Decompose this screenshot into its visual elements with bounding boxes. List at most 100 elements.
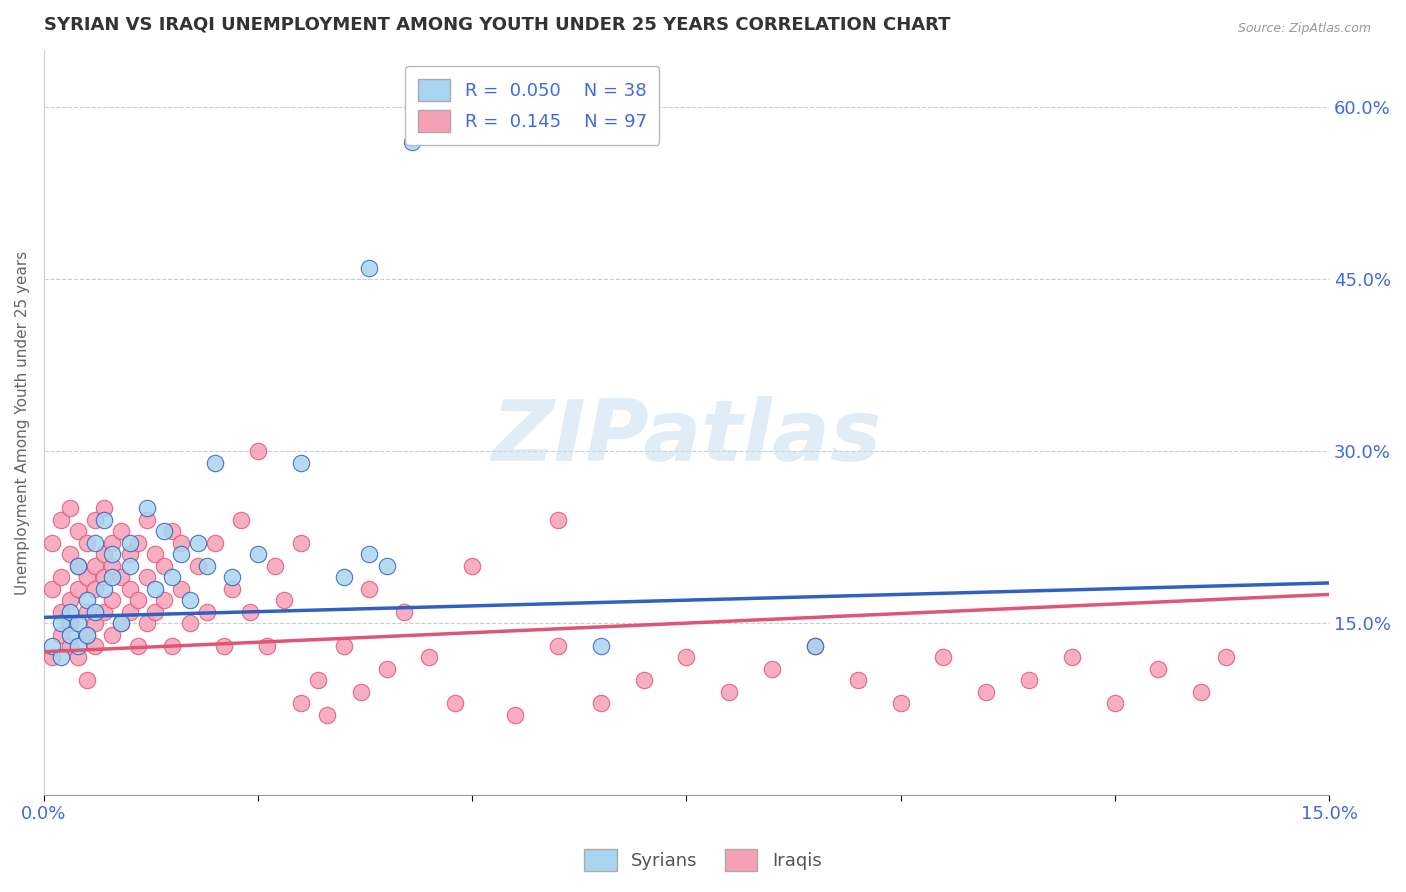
- Point: [976, 685, 998, 699]
- Point: [633, 673, 655, 688]
- Point: [179, 593, 201, 607]
- Point: [153, 524, 176, 539]
- Point: [315, 707, 337, 722]
- Point: [1018, 673, 1040, 688]
- Point: [101, 593, 124, 607]
- Point: [143, 547, 166, 561]
- Point: [1104, 697, 1126, 711]
- Point: [84, 582, 107, 596]
- Text: Source: ZipAtlas.com: Source: ZipAtlas.com: [1237, 22, 1371, 36]
- Point: [135, 513, 157, 527]
- Point: [118, 536, 141, 550]
- Point: [503, 707, 526, 722]
- Point: [846, 673, 869, 688]
- Point: [332, 639, 354, 653]
- Point: [135, 616, 157, 631]
- Point: [135, 570, 157, 584]
- Point: [350, 685, 373, 699]
- Point: [290, 456, 312, 470]
- Point: [238, 605, 260, 619]
- Point: [675, 650, 697, 665]
- Point: [1189, 685, 1212, 699]
- Point: [135, 501, 157, 516]
- Point: [195, 558, 218, 573]
- Y-axis label: Unemployment Among Youth under 25 years: Unemployment Among Youth under 25 years: [15, 251, 30, 595]
- Point: [67, 639, 90, 653]
- Point: [212, 639, 235, 653]
- Point: [162, 524, 184, 539]
- Point: [76, 627, 98, 641]
- Point: [41, 536, 63, 550]
- Point: [221, 570, 243, 584]
- Point: [170, 582, 193, 596]
- Point: [84, 605, 107, 619]
- Point: [41, 582, 63, 596]
- Point: [49, 605, 72, 619]
- Point: [359, 260, 381, 275]
- Point: [187, 536, 209, 550]
- Point: [67, 524, 90, 539]
- Point: [49, 627, 72, 641]
- Point: [932, 650, 955, 665]
- Point: [110, 524, 132, 539]
- Point: [76, 593, 98, 607]
- Point: [49, 570, 72, 584]
- Point: [256, 639, 278, 653]
- Point: [127, 639, 149, 653]
- Point: [170, 547, 193, 561]
- Point: [127, 593, 149, 607]
- Point: [359, 582, 381, 596]
- Point: [589, 639, 612, 653]
- Point: [375, 662, 398, 676]
- Point: [110, 616, 132, 631]
- Legend: R =  0.050    N = 38, R =  0.145    N = 97: R = 0.050 N = 38, R = 0.145 N = 97: [405, 66, 659, 145]
- Point: [547, 639, 569, 653]
- Point: [153, 558, 176, 573]
- Point: [67, 616, 90, 631]
- Point: [761, 662, 783, 676]
- Point: [76, 673, 98, 688]
- Point: [76, 627, 98, 641]
- Point: [153, 593, 176, 607]
- Point: [418, 650, 440, 665]
- Point: [162, 639, 184, 653]
- Point: [392, 605, 415, 619]
- Point: [1060, 650, 1083, 665]
- Point: [804, 639, 827, 653]
- Point: [221, 582, 243, 596]
- Point: [58, 627, 80, 641]
- Point: [118, 605, 141, 619]
- Point: [444, 697, 467, 711]
- Point: [58, 639, 80, 653]
- Point: [101, 547, 124, 561]
- Point: [101, 570, 124, 584]
- Point: [93, 605, 115, 619]
- Point: [110, 570, 132, 584]
- Point: [118, 558, 141, 573]
- Point: [101, 627, 124, 641]
- Point: [41, 639, 63, 653]
- Point: [67, 558, 90, 573]
- Point: [49, 616, 72, 631]
- Point: [718, 685, 741, 699]
- Legend: Syrians, Iraqis: Syrians, Iraqis: [578, 842, 828, 879]
- Point: [162, 570, 184, 584]
- Point: [589, 697, 612, 711]
- Point: [58, 501, 80, 516]
- Point: [49, 513, 72, 527]
- Point: [273, 593, 295, 607]
- Point: [84, 558, 107, 573]
- Point: [110, 616, 132, 631]
- Point: [401, 135, 423, 149]
- Point: [290, 697, 312, 711]
- Point: [890, 697, 912, 711]
- Point: [93, 513, 115, 527]
- Point: [247, 444, 270, 458]
- Point: [84, 639, 107, 653]
- Point: [67, 558, 90, 573]
- Point: [170, 536, 193, 550]
- Point: [229, 513, 252, 527]
- Point: [58, 605, 80, 619]
- Point: [547, 513, 569, 527]
- Point: [247, 547, 270, 561]
